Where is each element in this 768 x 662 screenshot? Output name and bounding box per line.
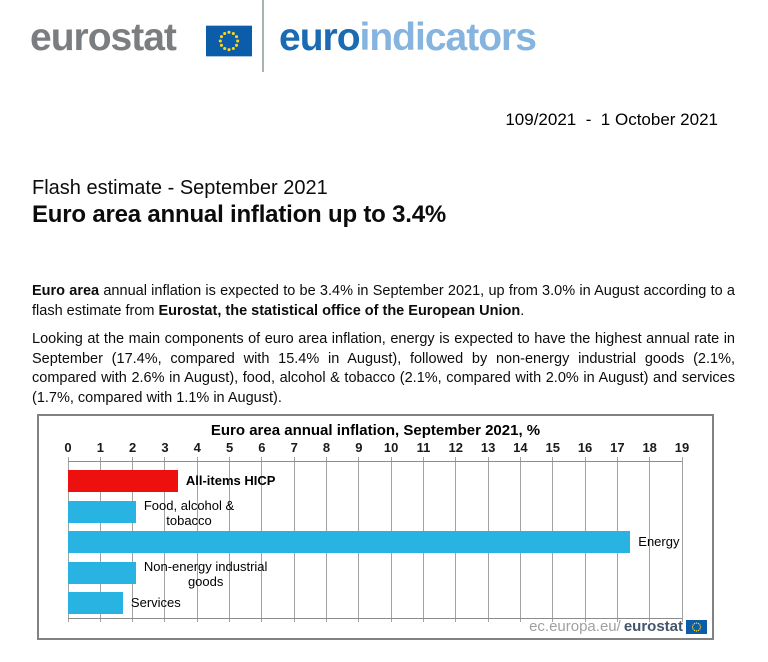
bar-label-food-alcohol-tobacco: Food, alcohol & tobacco: [144, 498, 234, 528]
eurostat-logo: eurostat: [30, 16, 177, 59]
x-axis-tick-label: 7: [290, 440, 298, 455]
bar-label-line: Energy: [638, 534, 680, 549]
body-text: Euro area annual inflation is expected t…: [32, 282, 735, 408]
chart-source-link[interactable]: ec.europa.eu/eurostat: [529, 618, 707, 635]
x-axis-tick-label: 14: [513, 440, 528, 455]
x-axis-tick-label: 8: [322, 440, 331, 455]
issue-number-and-date: 109/2021 - 1 October 2021: [505, 110, 718, 129]
x-axis-tick-label: 2: [129, 440, 137, 455]
x-axis-tick-label: 16: [577, 440, 593, 455]
x-axis-tick-label: 9: [355, 440, 363, 455]
bar-services: [68, 592, 123, 614]
chart-title: Euro area annual inflation, September 20…: [210, 422, 541, 439]
bar-label-line: All-items HICP: [185, 473, 276, 488]
x-axis-tick-label: 0: [64, 440, 72, 455]
x-axis-tick-label: 12: [448, 440, 464, 455]
x-axis-tick-label: 11: [416, 440, 431, 455]
x-axis-tick-label: 6: [258, 440, 266, 455]
x-axis-tick-label: 1: [96, 440, 104, 455]
source-url-eurostat: eurostat: [623, 618, 683, 635]
bar-energy: [68, 531, 631, 553]
bar-label-non-energy-industrial-goods: Non-energy industrial goods: [144, 559, 268, 589]
grid-line: [649, 457, 651, 622]
grid-line: [681, 457, 683, 622]
bar-label-line: goods: [187, 573, 224, 589]
eu-flag-small-icon: [686, 619, 707, 634]
paragraph-2: Looking at the main components of euro a…: [32, 330, 735, 408]
brand-indicators-text: indicators: [359, 16, 537, 59]
x-axis-tick-label: 13: [480, 440, 496, 455]
bar-label-line: Services: [130, 595, 181, 610]
bar-label-line: tobacco: [166, 512, 212, 528]
bar-label-line: Non-energy industrial: [143, 558, 268, 574]
x-axis-tick-label: 4: [193, 440, 201, 455]
text-run: .: [520, 302, 525, 319]
inflation-bar-chart: Euro area annual inflation, September 20…: [37, 414, 714, 640]
x-axis-tick-label: 18: [642, 440, 657, 455]
eu-flag-icon: [206, 25, 252, 57]
x-axis-tick-label: 5: [225, 440, 234, 455]
bold-text-run: Eurostat, the statistical office of the …: [158, 302, 521, 319]
subtitle-flash-estimate: Flash estimate - September 2021: [32, 177, 328, 199]
x-axis-tick-label: 3: [161, 440, 169, 455]
source-url-prefix: ec.europa.eu/: [529, 618, 621, 635]
x-axis-tick-label: 19: [674, 440, 690, 455]
text-run: annual inflation is expected to be 3.4% …: [32, 283, 735, 319]
axis-line: [68, 618, 682, 619]
x-axis-tick-label: 15: [545, 440, 560, 455]
x-axis-tick-label: 10: [383, 440, 399, 455]
bar-label-line: Food, alcohol &: [143, 497, 235, 513]
brand-euro-text: euro: [279, 16, 361, 59]
header-divider: [262, 0, 264, 72]
bar-label-services: Services: [131, 595, 181, 610]
x-axis-tick-label: 17: [610, 440, 625, 455]
bar-label-energy: Energy: [638, 534, 679, 549]
page-title: Euro area annual inflation up to 3.4%: [32, 201, 446, 228]
bar-non-energy-industrial-goods: [68, 561, 136, 584]
euroindicators-brand: euroindicators: [279, 16, 537, 60]
bar-all-items-hicp: [68, 470, 178, 492]
text-run: Looking at the main components of euro a…: [32, 331, 735, 406]
bar-food-alcohol-tobacco: [68, 500, 136, 523]
bar-label-all-items-hicp: All-items HICP: [186, 473, 276, 488]
bold-text-run: Euro area: [32, 283, 100, 299]
paragraph-1: Euro area annual inflation is expected t…: [32, 282, 735, 321]
axis-line: [68, 461, 682, 462]
